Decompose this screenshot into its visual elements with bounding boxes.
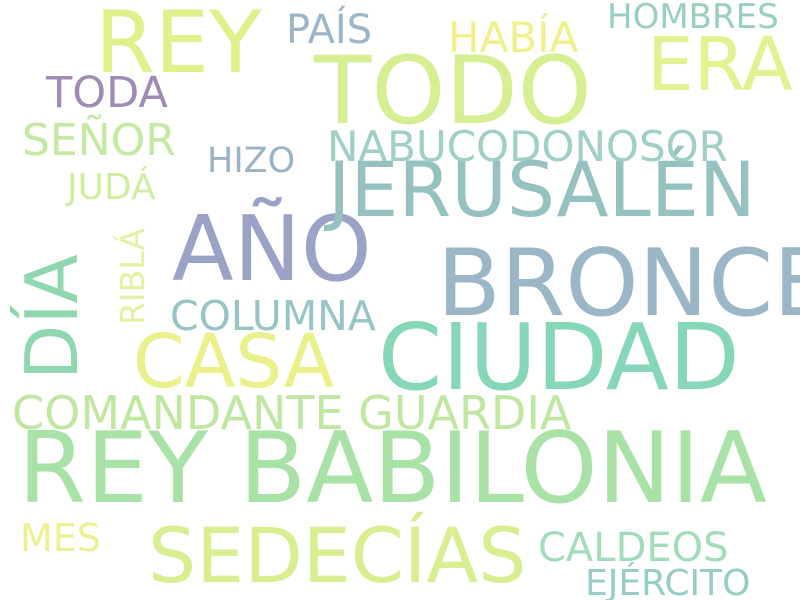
word-hombres: HOMBRES [607,0,779,37]
word-ano: AÑO [172,197,372,302]
word-habia: HABÍA [448,13,579,62]
word-toda: TODA [46,68,168,118]
word-nabucodonosor: NABUCODONOSOR [327,122,728,171]
word-juda: JUDÁ [67,167,156,208]
word-senor: SEÑOR [22,115,176,166]
word-era: ERA [647,22,793,108]
word-hizo: HIZO [207,141,296,181]
word-ejercito: EJÉRCITO [585,563,751,600]
word-comandante-guardia: COMANDANTE GUARDIA [12,386,572,440]
word-sedecias: SEDECÍAS [148,511,527,600]
word-rey-babilonia: REY BABILONIA [18,412,767,526]
word-caldeos: CALDEOS [538,525,729,571]
word-columna: COLUMNA [170,292,376,340]
word-ciudad: CIUDAD [378,304,740,411]
word-mes: MES [20,516,101,560]
word-jerusalen: JERUSALÉN [328,145,756,234]
word-ribla: RIBLÁ [113,227,152,325]
word-pais: PAÍS [286,7,373,53]
word-rey: REY [95,0,262,93]
word-dia: DÍA [10,254,94,380]
word-todo: TODO [314,37,592,146]
word-bronce: BRONCE [437,229,800,337]
word-casa: CASA [133,319,335,405]
